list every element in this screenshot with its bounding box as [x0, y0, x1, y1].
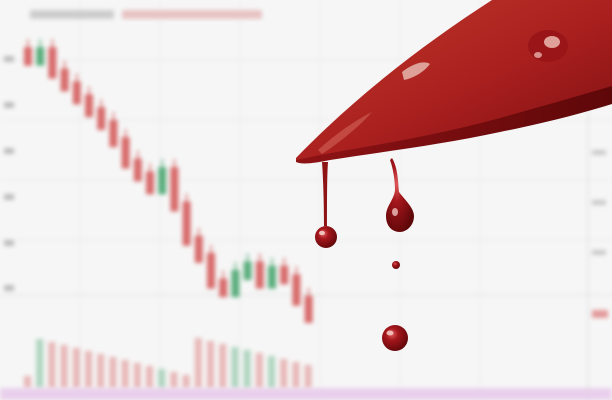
volume-bar	[207, 341, 214, 388]
candle-body	[304, 295, 313, 323]
volume-bar	[194, 338, 202, 388]
candle-body	[158, 167, 167, 195]
candle-body	[97, 107, 106, 130]
volume-bar	[280, 359, 288, 388]
candle-body	[24, 47, 32, 66]
volume-bar	[97, 354, 105, 388]
volume-bar	[36, 339, 44, 388]
left-axis-ticks	[4, 56, 14, 291]
volume-bar	[268, 356, 275, 388]
volume-bar	[304, 365, 312, 388]
blood-drip-teardrop	[386, 158, 414, 232]
blade-edge	[296, 86, 612, 164]
volume-bar	[182, 375, 190, 388]
candle-body	[36, 47, 45, 66]
volume-bar	[219, 344, 227, 388]
volume-bar	[255, 353, 263, 388]
candle-body	[133, 158, 142, 182]
volume-bar	[133, 363, 141, 388]
volume-bar	[72, 348, 80, 388]
blood-blob-shine	[544, 36, 560, 48]
candle-body	[60, 68, 69, 92]
bottom-color-band	[0, 388, 612, 400]
volume-bar	[243, 350, 251, 388]
chart-header-strip	[30, 10, 262, 19]
blade-highlight-2	[318, 112, 372, 154]
falling-drop-shine	[386, 330, 394, 336]
candle-body	[194, 235, 203, 263]
candle-body	[170, 167, 179, 212]
candles	[24, 39, 313, 323]
volume-bar	[170, 372, 178, 388]
volume-bar	[60, 345, 68, 388]
candle-body	[85, 94, 93, 118]
volume-bar	[292, 362, 300, 388]
candle-body	[146, 171, 154, 195]
candle-body	[48, 47, 57, 79]
candle-body	[219, 278, 228, 298]
blood-drip-strand	[322, 162, 328, 226]
candle-body	[182, 201, 191, 246]
candle-body	[268, 265, 276, 289]
volume-bar	[146, 366, 153, 388]
candle-body	[109, 120, 118, 148]
volume-bar	[24, 376, 31, 388]
candle-body	[207, 252, 215, 289]
candle-body	[121, 137, 130, 169]
volume-bar	[48, 342, 56, 388]
volume-bar	[85, 351, 92, 388]
blood-drop	[315, 226, 337, 248]
volume-bars	[24, 338, 312, 388]
blood-drop-falling	[382, 325, 408, 351]
volume-bar	[158, 369, 166, 388]
candle-body	[255, 261, 264, 289]
candle-body	[231, 270, 240, 298]
volume-bar	[231, 347, 239, 388]
candle-body	[292, 274, 301, 306]
blade-highlight	[402, 62, 430, 80]
drop-shine	[319, 230, 325, 236]
blood-drop-small	[392, 261, 400, 269]
candle-body	[280, 265, 289, 285]
volume-bar	[121, 360, 129, 388]
candle-body	[72, 81, 81, 105]
blob-shine-small	[534, 52, 542, 58]
volume-bar	[109, 357, 117, 388]
teardrop-shine	[392, 208, 398, 216]
candle-body	[243, 261, 252, 280]
